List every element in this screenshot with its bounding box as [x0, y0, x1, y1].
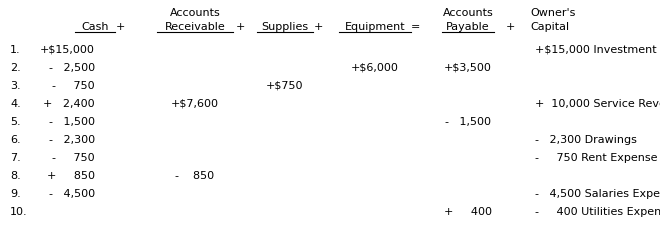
Text: 3.: 3.	[10, 81, 20, 91]
Text: 8.: 8.	[10, 171, 20, 181]
Text: -   1,500: - 1,500	[49, 117, 95, 127]
Text: -     400 Utilities Expense: - 400 Utilities Expense	[535, 207, 660, 217]
Text: Cash: Cash	[81, 22, 109, 32]
Text: -   2,300: - 2,300	[49, 135, 95, 145]
Text: -   4,500: - 4,500	[49, 189, 95, 199]
Text: +$15,000 Investment: +$15,000 Investment	[535, 45, 657, 55]
Text: Receivable: Receivable	[164, 22, 225, 32]
Text: Payable: Payable	[446, 22, 490, 32]
Text: +$3,500: +$3,500	[444, 63, 492, 73]
Text: +$6,000: +$6,000	[351, 63, 399, 73]
Text: -    850: - 850	[176, 171, 214, 181]
Text: +$15,000: +$15,000	[40, 45, 95, 55]
Text: -     750 Rent Expense: - 750 Rent Expense	[535, 153, 657, 163]
Text: +     850: + 850	[47, 171, 95, 181]
Text: Accounts: Accounts	[443, 8, 494, 18]
Text: Equipment: Equipment	[345, 22, 405, 32]
Text: +$7,600: +$7,600	[171, 99, 219, 109]
Text: -   2,300 Drawings: - 2,300 Drawings	[535, 135, 637, 145]
Text: -     750: - 750	[52, 81, 95, 91]
Text: +   2,400: + 2,400	[44, 99, 95, 109]
Text: -   4,500 Salaries Expense: - 4,500 Salaries Expense	[535, 189, 660, 199]
Text: +  10,000 Service Revenue: + 10,000 Service Revenue	[535, 99, 660, 109]
Text: 7.: 7.	[10, 153, 20, 163]
Text: 4.: 4.	[10, 99, 20, 109]
Text: +: +	[115, 22, 125, 32]
Text: +: +	[236, 22, 245, 32]
Text: +$750: +$750	[266, 81, 304, 91]
Text: Accounts: Accounts	[170, 8, 220, 18]
Text: +: +	[314, 22, 323, 32]
Text: Supplies: Supplies	[261, 22, 309, 32]
Text: Capital: Capital	[530, 22, 569, 32]
Text: -   1,500: - 1,500	[445, 117, 491, 127]
Text: 5.: 5.	[10, 117, 20, 127]
Text: -   2,500: - 2,500	[49, 63, 95, 73]
Text: +: +	[506, 22, 515, 32]
Text: Owner's: Owner's	[530, 8, 576, 18]
Text: 9.: 9.	[10, 189, 20, 199]
Text: =: =	[411, 22, 420, 32]
Text: 10.: 10.	[10, 207, 28, 217]
Text: +     400: + 400	[444, 207, 492, 217]
Text: 1.: 1.	[10, 45, 20, 55]
Text: 6.: 6.	[10, 135, 20, 145]
Text: 2.: 2.	[10, 63, 20, 73]
Text: -     750: - 750	[52, 153, 95, 163]
